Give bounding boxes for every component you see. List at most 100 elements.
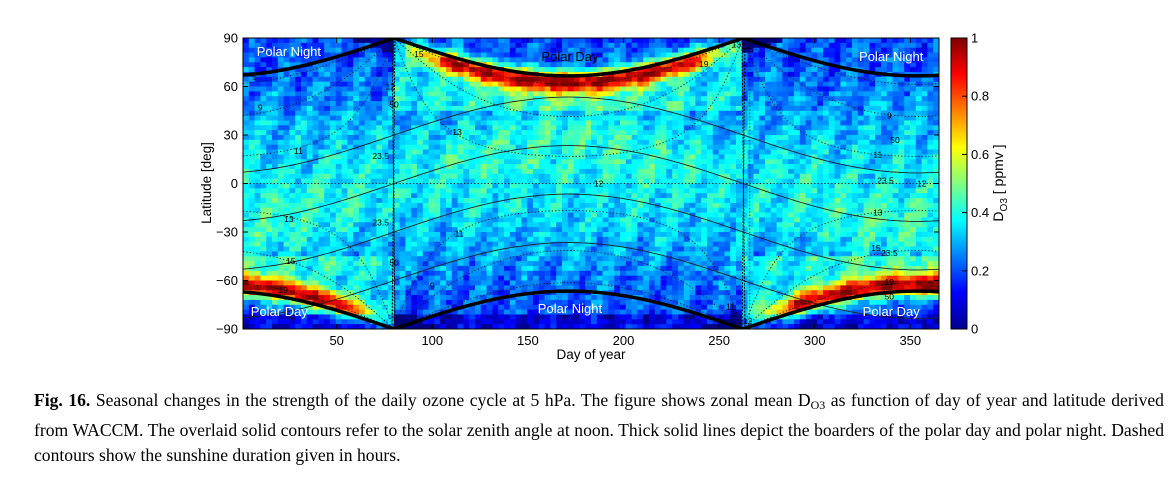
heatmap-cell [411,217,418,223]
heatmap-cell [707,91,714,97]
heatmap-cell [434,96,441,102]
heatmap-cell [417,198,424,204]
heatmap-cell [504,227,511,233]
heatmap-cell [724,57,731,63]
heatmap-cell [359,130,366,136]
heatmap-cell [724,67,731,73]
heatmap-cell [718,76,725,83]
heatmap-cell [718,144,725,151]
heatmap-cell [591,52,598,58]
heatmap-cell [660,202,667,209]
heatmap-cell [509,309,517,316]
heatmap-cell [486,139,493,146]
heatmap-cell [660,256,667,262]
heatmap-cell [393,173,401,180]
heatmap-cell [515,319,522,325]
heatmap-cell [399,135,406,141]
heatmap-cell [538,261,546,267]
heatmap-cell [289,125,296,131]
heatmap-cell [602,57,609,63]
heatmap-cell [666,149,673,155]
heatmap-cell [556,178,563,185]
heatmap-cell [260,227,267,233]
heatmap-cell [625,159,633,165]
heatmap-cell [591,270,598,277]
heatmap-cell [399,232,406,238]
heatmap-cell [434,202,441,209]
heatmap-cell [446,149,453,155]
heatmap-cell [301,319,308,325]
heatmap-cell [434,101,441,107]
heatmap-cell [359,120,366,126]
heatmap-cell [254,130,261,136]
heatmap-cell [573,76,580,83]
heatmap-cell [283,110,290,117]
heatmap-cell [620,178,627,185]
heatmap-cell [341,202,348,209]
heatmap-cell [579,241,586,248]
heatmap-cell [335,139,343,146]
heatmap-cell [573,38,580,44]
heatmap-cell [289,304,296,311]
heatmap-cell [463,299,470,306]
heatmap-cell [388,207,395,214]
heatmap-cell [446,183,453,189]
heatmap-cell [480,324,488,329]
heatmap-cell [649,164,656,170]
heatmap-cell [602,251,609,257]
heatmap-cell [382,261,389,267]
heatmap-cell [550,110,557,117]
heatmap-cell [631,217,638,223]
heatmap-cell [666,207,673,214]
heatmap-cell [562,101,569,107]
heatmap-cell [480,178,488,185]
heatmap-cell [295,207,302,214]
heatmap-cell [266,47,273,54]
heatmap-cell [602,101,609,107]
heatmap-cell [359,159,366,165]
heatmap-cell [695,86,702,92]
heatmap-cell [451,144,459,151]
heatmap-cell [411,232,418,238]
heatmap-cell [341,154,348,160]
heatmap-cell [695,227,702,233]
heatmap-cell [434,91,441,97]
heatmap-cell [388,110,395,117]
heatmap-cell [295,159,302,165]
heatmap-cell [411,198,418,204]
heatmap-cell [666,67,673,73]
heatmap-cell [370,159,377,165]
heatmap-cell [689,217,696,223]
heatmap-cell [678,159,685,165]
heatmap-cell [411,96,418,102]
heatmap-cell [521,217,528,223]
heatmap-cell [660,275,667,282]
heatmap-cell [596,120,604,126]
heatmap-cell [324,207,331,214]
heatmap-cell [533,217,540,223]
heatmap-cell [683,86,691,92]
heatmap-cell [446,222,453,228]
heatmap-cell [272,314,279,320]
heatmap-cell [463,125,470,131]
heatmap-cell [666,110,673,117]
heatmap-cell [353,57,360,63]
heatmap-cell [718,212,725,219]
heatmap-cell [353,52,360,58]
heatmap-cell [434,232,441,238]
heatmap-cell [370,120,377,126]
heatmap-cell [417,57,424,63]
heatmap-cell [509,130,517,136]
heatmap-cell [312,144,319,151]
heatmap-cell [283,198,290,204]
heatmap-cell [509,178,517,185]
heatmap-cell [434,241,441,248]
heatmap-cell [376,270,383,277]
heatmap-cell [660,149,667,155]
heatmap-cell [602,309,609,316]
heatmap-cell [283,96,290,102]
heatmap-cell [533,188,540,194]
heatmap-cell [718,261,725,267]
heatmap-cell [312,232,319,238]
heatmap-cell [649,198,656,204]
